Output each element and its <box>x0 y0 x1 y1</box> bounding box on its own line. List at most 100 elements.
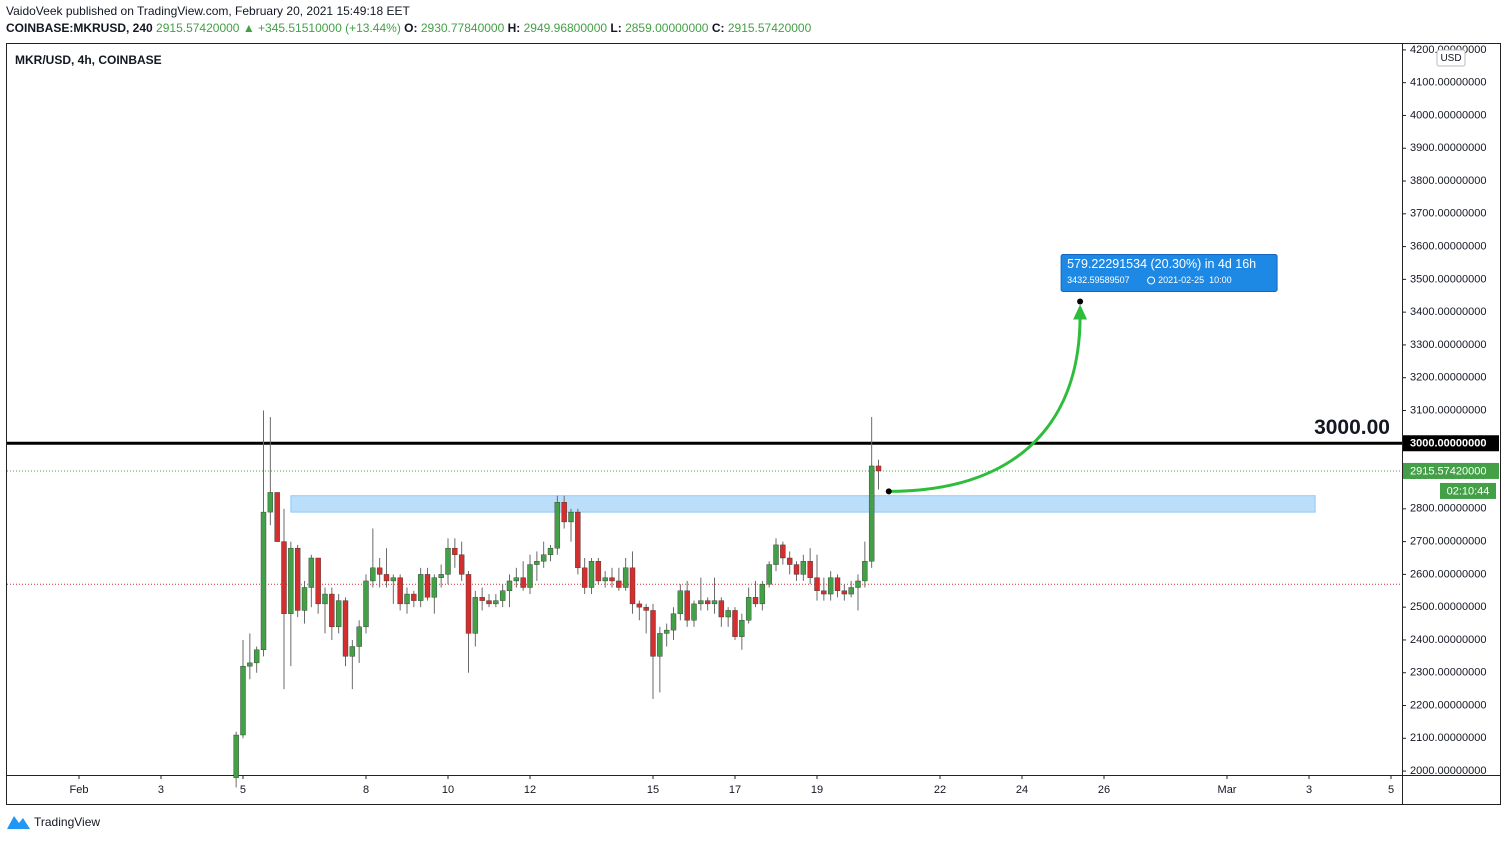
ohlc-value: 2949.96800000 <box>524 21 608 35</box>
measure-text: 579.22291534 (20.30%) in 4d 16h <box>1067 257 1256 271</box>
candle-body <box>438 574 444 578</box>
candle-body <box>827 577 834 595</box>
y-tick-label: 3500.00000000 <box>1410 273 1486 285</box>
y-tick-label: 2700.00000000 <box>1410 536 1486 548</box>
candle-body <box>260 511 267 650</box>
candle-body <box>636 603 643 608</box>
x-tick-label: 3 <box>158 784 164 796</box>
candle-body <box>575 511 581 569</box>
candle-body <box>595 561 602 582</box>
level-label: 3000.00 <box>1314 416 1390 439</box>
x-tick-label: Mar <box>1218 784 1237 796</box>
candle-body <box>547 547 554 555</box>
candle-body <box>663 629 670 634</box>
candle-body <box>786 557 793 565</box>
candle-body <box>445 547 451 575</box>
candle-body <box>417 574 424 601</box>
candle-body <box>650 610 656 657</box>
symbol: COINBASE:MKRUSD, 240 <box>6 21 153 35</box>
candle-body <box>452 547 458 555</box>
candle-body <box>315 557 321 605</box>
candle-body <box>322 593 328 605</box>
arrow-head <box>1073 304 1088 320</box>
measure-start <box>885 488 892 495</box>
x-tick-label: Feb <box>70 784 89 796</box>
candle-body <box>520 577 526 588</box>
measure-price: 3432.59589507 <box>1067 275 1130 285</box>
candle-body <box>390 577 397 582</box>
y-tick-label: 4100.00000000 <box>1410 77 1486 89</box>
candle-body <box>684 590 690 621</box>
candle-body <box>622 567 629 588</box>
candle-body <box>240 665 246 736</box>
candle-body <box>376 567 383 575</box>
measure-box <box>1060 253 1278 292</box>
symbol-line: COINBASE:MKRUSD, 240 2915.57420000 ▲ +34… <box>6 21 812 35</box>
candle-body <box>363 580 369 628</box>
y-tick-label: 2600.00000000 <box>1410 568 1486 580</box>
candle-body <box>294 547 301 611</box>
countdown-label: 02:10:44 <box>1447 485 1490 497</box>
candle-body <box>725 610 731 618</box>
candle-body <box>288 547 294 614</box>
y-tick-label: 2500.00000000 <box>1410 601 1486 613</box>
candle-body <box>739 620 745 637</box>
candle-body <box>691 603 697 621</box>
x-tick-label: 26 <box>1098 784 1110 796</box>
ohlc-label: O: <box>404 21 417 35</box>
candle-body <box>513 577 520 582</box>
candle-body <box>329 593 335 628</box>
candle-body <box>711 600 718 605</box>
x-tick-label: 22 <box>934 784 946 796</box>
candle-body <box>267 492 274 513</box>
candle-body <box>486 600 492 605</box>
candle-body <box>424 574 431 598</box>
y-tick-label: 2800.00000000 <box>1410 503 1486 515</box>
price-axis-label: 2915.57420000 <box>1410 465 1486 477</box>
candle-body <box>281 541 287 614</box>
published-line: VaidoVeek published on TradingView.com, … <box>6 4 410 18</box>
candle-body <box>602 577 608 582</box>
candle-body <box>568 511 574 523</box>
candle-body <box>616 580 622 588</box>
measure-end <box>1077 298 1084 305</box>
candle-body <box>814 577 820 591</box>
x-tick-label: 3 <box>1306 784 1312 796</box>
currency-label: USD <box>1440 53 1461 64</box>
y-tick-label: 3600.00000000 <box>1410 240 1486 252</box>
logo-icon <box>7 816 30 829</box>
y-tick-label: 2200.00000000 <box>1410 699 1486 711</box>
change: ▲ +345.51510000 (+13.44%) <box>243 21 401 35</box>
candle-body <box>745 597 752 621</box>
candle-body <box>554 502 561 549</box>
level-axis-label: 3000.00000000 <box>1410 438 1486 450</box>
candle-body <box>356 626 362 647</box>
candle-body <box>821 590 827 595</box>
candle-body <box>752 597 759 605</box>
y-tick-label: 2000.00000000 <box>1410 765 1486 777</box>
ohlc-value: 2859.00000000 <box>625 21 709 35</box>
ohlc-value: 2930.77840000 <box>421 21 505 35</box>
ohlc-value: 2915.57420000 <box>728 21 812 35</box>
candle-body <box>561 502 567 523</box>
candle-body <box>404 593 410 605</box>
support-zone <box>290 495 1316 513</box>
candle-body <box>848 587 854 595</box>
candle-body <box>301 587 308 611</box>
candle-body <box>335 600 342 628</box>
ohlc-label: C: <box>712 21 725 35</box>
x-tick-label: 15 <box>647 784 659 796</box>
candle-body <box>370 567 376 582</box>
candle-body <box>247 662 253 667</box>
x-tick-label: 8 <box>363 784 369 796</box>
y-tick-label: 2300.00000000 <box>1410 667 1486 679</box>
candle-body <box>773 544 779 565</box>
candle-body <box>431 577 438 598</box>
candle-body <box>349 646 356 657</box>
candle-body <box>383 574 390 582</box>
candle-body <box>670 613 677 631</box>
candle-body <box>458 554 465 575</box>
x-tick-label: 5 <box>1388 784 1394 796</box>
